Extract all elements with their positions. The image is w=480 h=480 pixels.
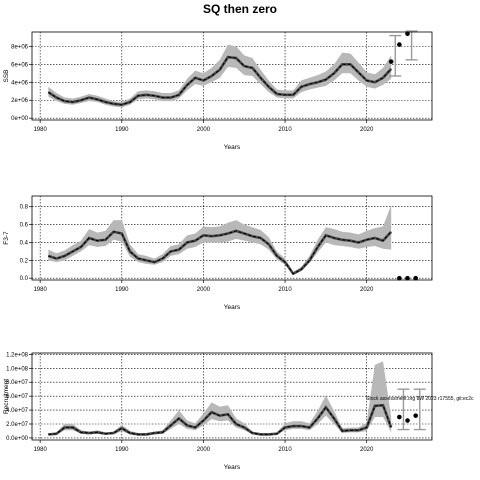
f-ytick-label-1: 0.2 (20, 258, 29, 264)
rec-projection-point-2 (413, 413, 418, 418)
f-ytick-label-0: 0.0 (20, 276, 29, 282)
ssb-projection-point-0 (388, 59, 394, 64)
ssb-ylabel: SSB (3, 69, 10, 82)
f-estimate-line-dash (48, 230, 392, 275)
rec-ytick-label-4: 8.0e+07 (6, 380, 29, 386)
f-plot-frame (31, 195, 433, 281)
rec-estimate-line-dash (48, 404, 392, 435)
f-ytick-label-4: 0.8 (20, 205, 29, 211)
rec-ylabel: Recruitment (3, 379, 10, 414)
rec-projection-point-0 (397, 414, 402, 420)
ssb-xtick-label-3: 2010 (278, 127, 292, 133)
rec-xtick-label-4: 2020 (360, 447, 374, 453)
ssb-estimate-line-dash (48, 56, 392, 106)
ssb-xtick-label-0: 1980 (33, 127, 47, 133)
recruitment-panel: 1980 1990 2000 2010 2020 0.0e+00 2.0e+07 4.0e+0… (3, 352, 433, 471)
f-ylabel: F3-7 (3, 231, 10, 245)
f-xtick-label-2: 2000 (197, 287, 211, 293)
ssb-ytick-label-4: 8e+06 (11, 44, 29, 50)
f-xtick-label-3: 2010 (278, 287, 292, 293)
f-projection-point-0 (397, 275, 402, 281)
ssb-xlabel: Years (224, 144, 241, 151)
chart-title: SQ then zero (203, 2, 277, 16)
watermark-note: Stock assessment.org 8W 2023 r17555, git… (366, 396, 474, 402)
rec-projection-point-1 (405, 418, 410, 423)
rec-ytick-label-3: 6.0e+07 (6, 394, 29, 400)
ssb-ytick-label-2: 4e+06 (11, 80, 29, 86)
f-projection-point-2 (413, 275, 418, 281)
ssb-ytick-label-1: 2e+06 (11, 98, 29, 104)
f-xtick-label-0: 1980 (33, 287, 47, 293)
rec-ytick-label-6: 1.2e+08 (6, 352, 29, 358)
rec-xtick-label-3: 2010 (278, 447, 292, 453)
ssb-xtick-label-2: 2000 (197, 127, 211, 133)
ssb-projection-point-2 (405, 31, 410, 37)
ssb-xtick-label-1: 1990 (115, 127, 129, 133)
ssb-projection-point-1 (397, 42, 402, 47)
f-ytick-label-3: 0.6 (20, 223, 29, 229)
fishing-mortality-panel: 1980 1990 2000 2010 2020 0.0 0.2 0.4 0.6 0.8 Years… (3, 195, 433, 311)
f-confidence-band (48, 204, 392, 275)
rec-xlabel: Years (224, 464, 241, 471)
ssb-panel: 1980 1990 2000 2010 2020 0e+00 2e+06 4e+06 6e+06… (3, 30, 433, 151)
rec-ytick-label-2: 4.0e+07 (6, 408, 29, 414)
rec-ytick-label-0: 0.0e+00 (6, 436, 29, 442)
rec-confidence-band (48, 361, 392, 436)
f-ytick-label-2: 0.4 (20, 240, 29, 246)
f-xtick-label-1: 1990 (115, 287, 129, 293)
f-projection-point-1 (405, 275, 410, 281)
rec-xtick-label-0: 1980 (33, 447, 47, 453)
ssb-ytick-label-0: 0e+00 (11, 116, 29, 122)
rec-ytick-label-5: 1.0e+08 (6, 366, 29, 372)
f-xtick-label-4: 2020 (360, 287, 374, 293)
f-xlabel: Years (224, 304, 241, 311)
rec-xtick-label-2: 2000 (197, 447, 211, 453)
ssb-xtick-label-4: 2020 (360, 127, 374, 133)
ssb-ytick-label-3: 6e+06 (11, 62, 29, 68)
rec-ytick-label-1: 2.0e+07 (6, 422, 29, 428)
rec-xtick-label-1: 1990 (115, 447, 129, 453)
ssb-plot-frame (31, 31, 433, 121)
ssb-confidence-band (48, 44, 392, 108)
